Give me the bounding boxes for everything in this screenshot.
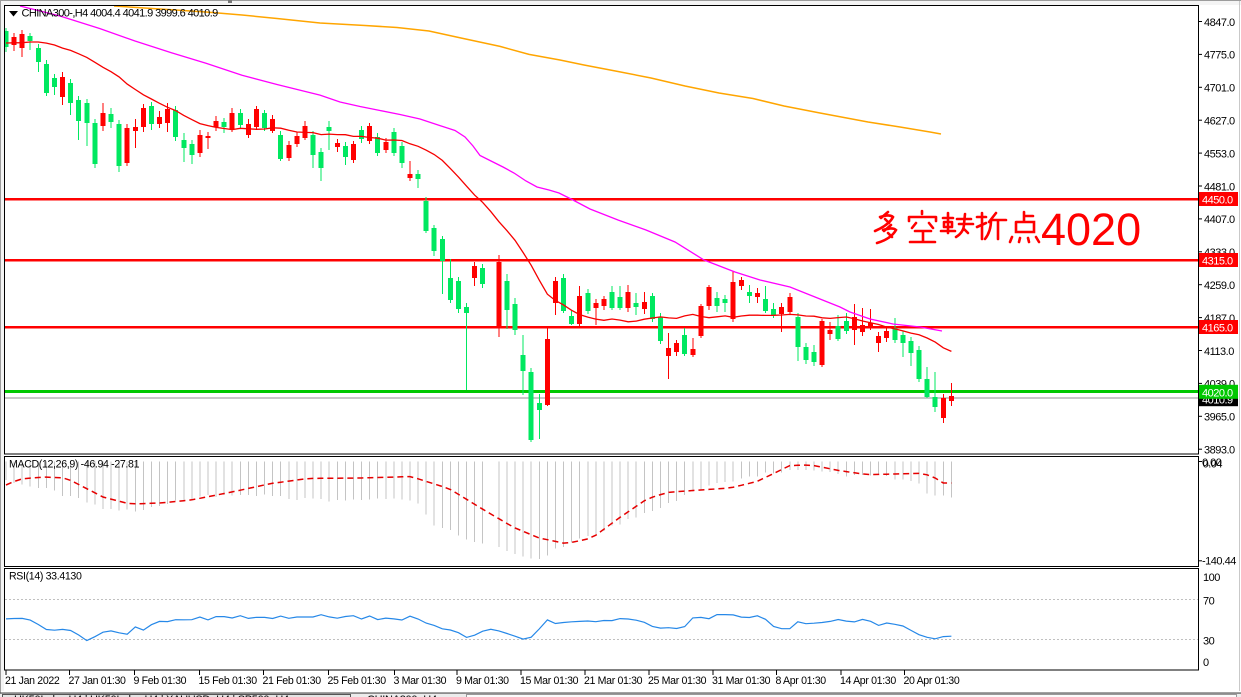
svg-text:25 Mar 01:30: 25 Mar 01:30	[648, 675, 707, 687]
svg-text:31 Mar 01:30: 31 Mar 01:30	[712, 675, 771, 687]
svg-text:4553.0: 4553.0	[1204, 148, 1235, 160]
svg-text:4481.0: 4481.0	[1204, 181, 1235, 193]
svg-text:4259.0: 4259.0	[1204, 280, 1235, 292]
svg-text:3893.0: 3893.0	[1204, 445, 1235, 457]
svg-text:0: 0	[1203, 657, 1209, 669]
svg-text:9 Feb 01:30: 9 Feb 01:30	[134, 675, 187, 687]
svg-text:4113.0: 4113.0	[1204, 346, 1234, 358]
svg-text:CHINA300-,H4 4004.4 4041.9 39: CHINA300-,H4 4004.4 4041.9 3999.6 4010.9	[22, 8, 219, 20]
svg-text:100: 100	[1203, 572, 1220, 584]
svg-text:70: 70	[1203, 595, 1215, 607]
svg-text:3965.0: 3965.0	[1204, 412, 1235, 424]
svg-text:4627.0: 4627.0	[1204, 116, 1235, 128]
svg-text:4315.0: 4315.0	[1202, 256, 1233, 268]
svg-text:3 Mar 01:30: 3 Mar 01:30	[394, 675, 447, 687]
svg-text:4165.0: 4165.0	[1202, 323, 1233, 335]
svg-text:4450.0: 4450.0	[1202, 195, 1233, 207]
svg-text:4847.0: 4847.0	[1204, 17, 1235, 29]
svg-text:15 Feb 01:30: 15 Feb 01:30	[199, 675, 258, 687]
svg-text:27 Jan 01:30: 27 Jan 01:30	[69, 675, 127, 687]
svg-text:9 Mar 01:30: 9 Mar 01:30	[456, 675, 509, 687]
svg-text:21 Jan 2022: 21 Jan 2022	[5, 675, 60, 687]
svg-text:21 Mar 01:30: 21 Mar 01:30	[584, 675, 643, 687]
svg-text:30: 30	[1203, 635, 1215, 647]
svg-text:0.00: 0.00	[1202, 457, 1222, 469]
svg-text:4020: 4020	[1041, 204, 1141, 255]
svg-text:21 Feb 01:30: 21 Feb 01:30	[263, 675, 322, 687]
svg-text:15 Mar 01:30: 15 Mar 01:30	[520, 675, 579, 687]
svg-text:4775.0: 4775.0	[1204, 50, 1235, 62]
svg-text:RSI(14) 33.4130: RSI(14) 33.4130	[9, 571, 82, 583]
svg-text:25 Feb 01:30: 25 Feb 01:30	[328, 675, 387, 687]
svg-text:14 Apr 01:30: 14 Apr 01:30	[840, 675, 896, 687]
svg-text:MACD(12,26,9) -46.94 -27.81: MACD(12,26,9) -46.94 -27.81	[9, 459, 140, 471]
svg-text:20 Apr 01:30: 20 Apr 01:30	[904, 675, 960, 687]
svg-text:0.04: 0.04	[1203, 459, 1223, 471]
svg-text:4407.0: 4407.0	[1204, 214, 1235, 226]
svg-text:CHINA300-,H4: CHINA300-,H4	[367, 694, 437, 697]
svg-text:8 Apr 01:30: 8 Apr 01:30	[776, 675, 827, 687]
svg-text:4020.0: 4020.0	[1202, 387, 1233, 399]
svg-text:HK50Index,H4 | HK50Index,H4 |: HK50Index,H4 | HK50Index,H4 | XAUUSD-,H4…	[14, 694, 289, 697]
svg-text:-140.44: -140.44	[1202, 556, 1236, 568]
svg-text:4701.0: 4701.0	[1204, 83, 1235, 95]
